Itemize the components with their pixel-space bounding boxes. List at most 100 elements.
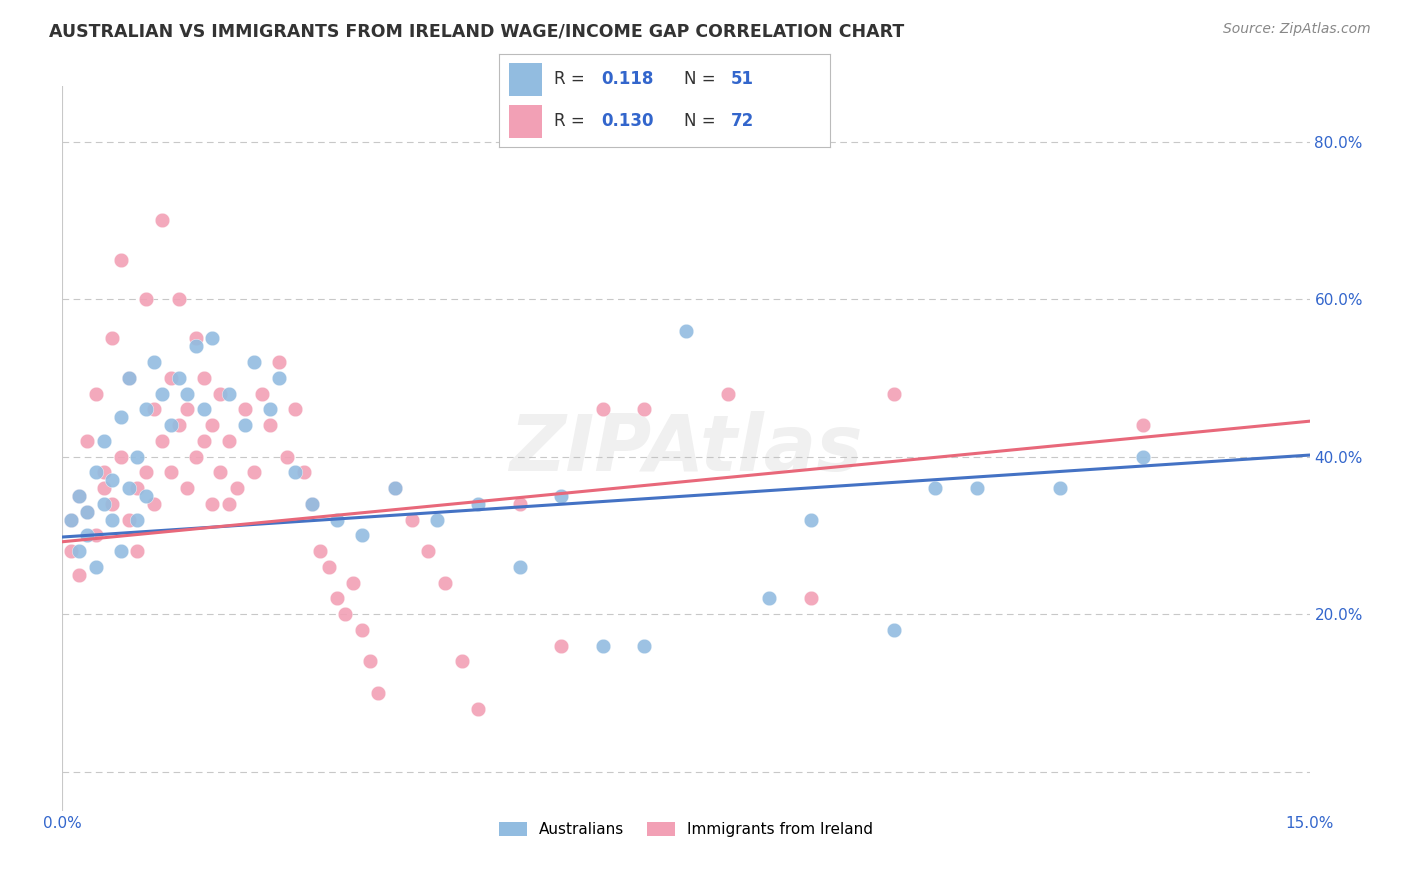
Point [93, 497, 115, 511]
Point [301, 497, 323, 511]
Point [184, 339, 207, 353]
Point [127, 450, 149, 464]
Text: 72: 72 [731, 112, 754, 130]
Point [167, 418, 190, 433]
Point [118, 513, 141, 527]
Point [509, 560, 531, 574]
Point [800, 513, 823, 527]
Point [418, 544, 440, 558]
Point [1132, 418, 1154, 433]
Point [800, 591, 823, 606]
Point [209, 386, 232, 401]
Point [226, 481, 249, 495]
Point [127, 544, 149, 558]
Point [966, 481, 988, 495]
Point [359, 655, 381, 669]
Point [450, 655, 472, 669]
Text: 51: 51 [731, 70, 754, 88]
Point [675, 324, 697, 338]
Point [142, 402, 165, 417]
Text: N =: N = [685, 70, 721, 88]
Point [135, 402, 157, 417]
Point [267, 371, 290, 385]
Point [76, 505, 98, 519]
Point [110, 252, 132, 267]
Point [59, 513, 82, 527]
Point [127, 481, 149, 495]
Point [59, 544, 82, 558]
Point [883, 623, 905, 637]
FancyBboxPatch shape [509, 105, 543, 138]
Point [201, 331, 224, 345]
Point [67, 544, 90, 558]
Point [242, 466, 264, 480]
Point [127, 513, 149, 527]
Text: Source: ZipAtlas.com: Source: ZipAtlas.com [1223, 22, 1371, 37]
Point [167, 292, 190, 306]
Point [93, 481, 115, 495]
Text: R =: R = [554, 112, 589, 130]
Point [218, 497, 240, 511]
Point [592, 639, 614, 653]
Point [309, 544, 332, 558]
Point [167, 371, 190, 385]
Point [84, 528, 107, 542]
Point [101, 473, 124, 487]
Point [67, 489, 90, 503]
Text: N =: N = [685, 112, 721, 130]
Point [184, 331, 207, 345]
Point [350, 623, 373, 637]
Point [84, 560, 107, 574]
Text: AUSTRALIAN VS IMMIGRANTS FROM IRELAND WAGE/INCOME GAP CORRELATION CHART: AUSTRALIAN VS IMMIGRANTS FROM IRELAND WA… [49, 22, 904, 40]
FancyBboxPatch shape [509, 63, 543, 95]
Point [142, 355, 165, 369]
Point [159, 371, 181, 385]
Legend: Australians, Immigrants from Ireland: Australians, Immigrants from Ireland [494, 815, 879, 844]
Point [259, 418, 281, 433]
Point [184, 450, 207, 464]
Text: ZIPAtlas: ZIPAtlas [509, 411, 863, 487]
Point [67, 567, 90, 582]
Point [218, 434, 240, 448]
Text: 0.130: 0.130 [602, 112, 654, 130]
Point [384, 481, 406, 495]
Point [76, 434, 98, 448]
Point [142, 497, 165, 511]
Point [758, 591, 780, 606]
Point [193, 434, 215, 448]
Point [716, 386, 738, 401]
Point [633, 639, 655, 653]
Point [426, 513, 449, 527]
Point [159, 466, 181, 480]
Point [301, 497, 323, 511]
Point [267, 355, 290, 369]
Point [150, 213, 173, 227]
Point [150, 386, 173, 401]
Point [176, 386, 198, 401]
Point [633, 402, 655, 417]
Point [193, 402, 215, 417]
Point [318, 560, 340, 574]
Point [135, 466, 157, 480]
Point [384, 481, 406, 495]
Point [284, 402, 307, 417]
Point [259, 402, 281, 417]
Point [101, 331, 124, 345]
Point [550, 639, 572, 653]
Point [118, 481, 141, 495]
Point [201, 418, 224, 433]
Point [883, 386, 905, 401]
Point [84, 386, 107, 401]
Text: R =: R = [554, 70, 589, 88]
Point [276, 450, 298, 464]
Point [93, 434, 115, 448]
Point [67, 489, 90, 503]
Point [150, 434, 173, 448]
Point [333, 607, 356, 622]
Point [218, 386, 240, 401]
Point [284, 466, 307, 480]
Point [592, 402, 614, 417]
Point [110, 450, 132, 464]
Point [292, 466, 315, 480]
Point [101, 497, 124, 511]
